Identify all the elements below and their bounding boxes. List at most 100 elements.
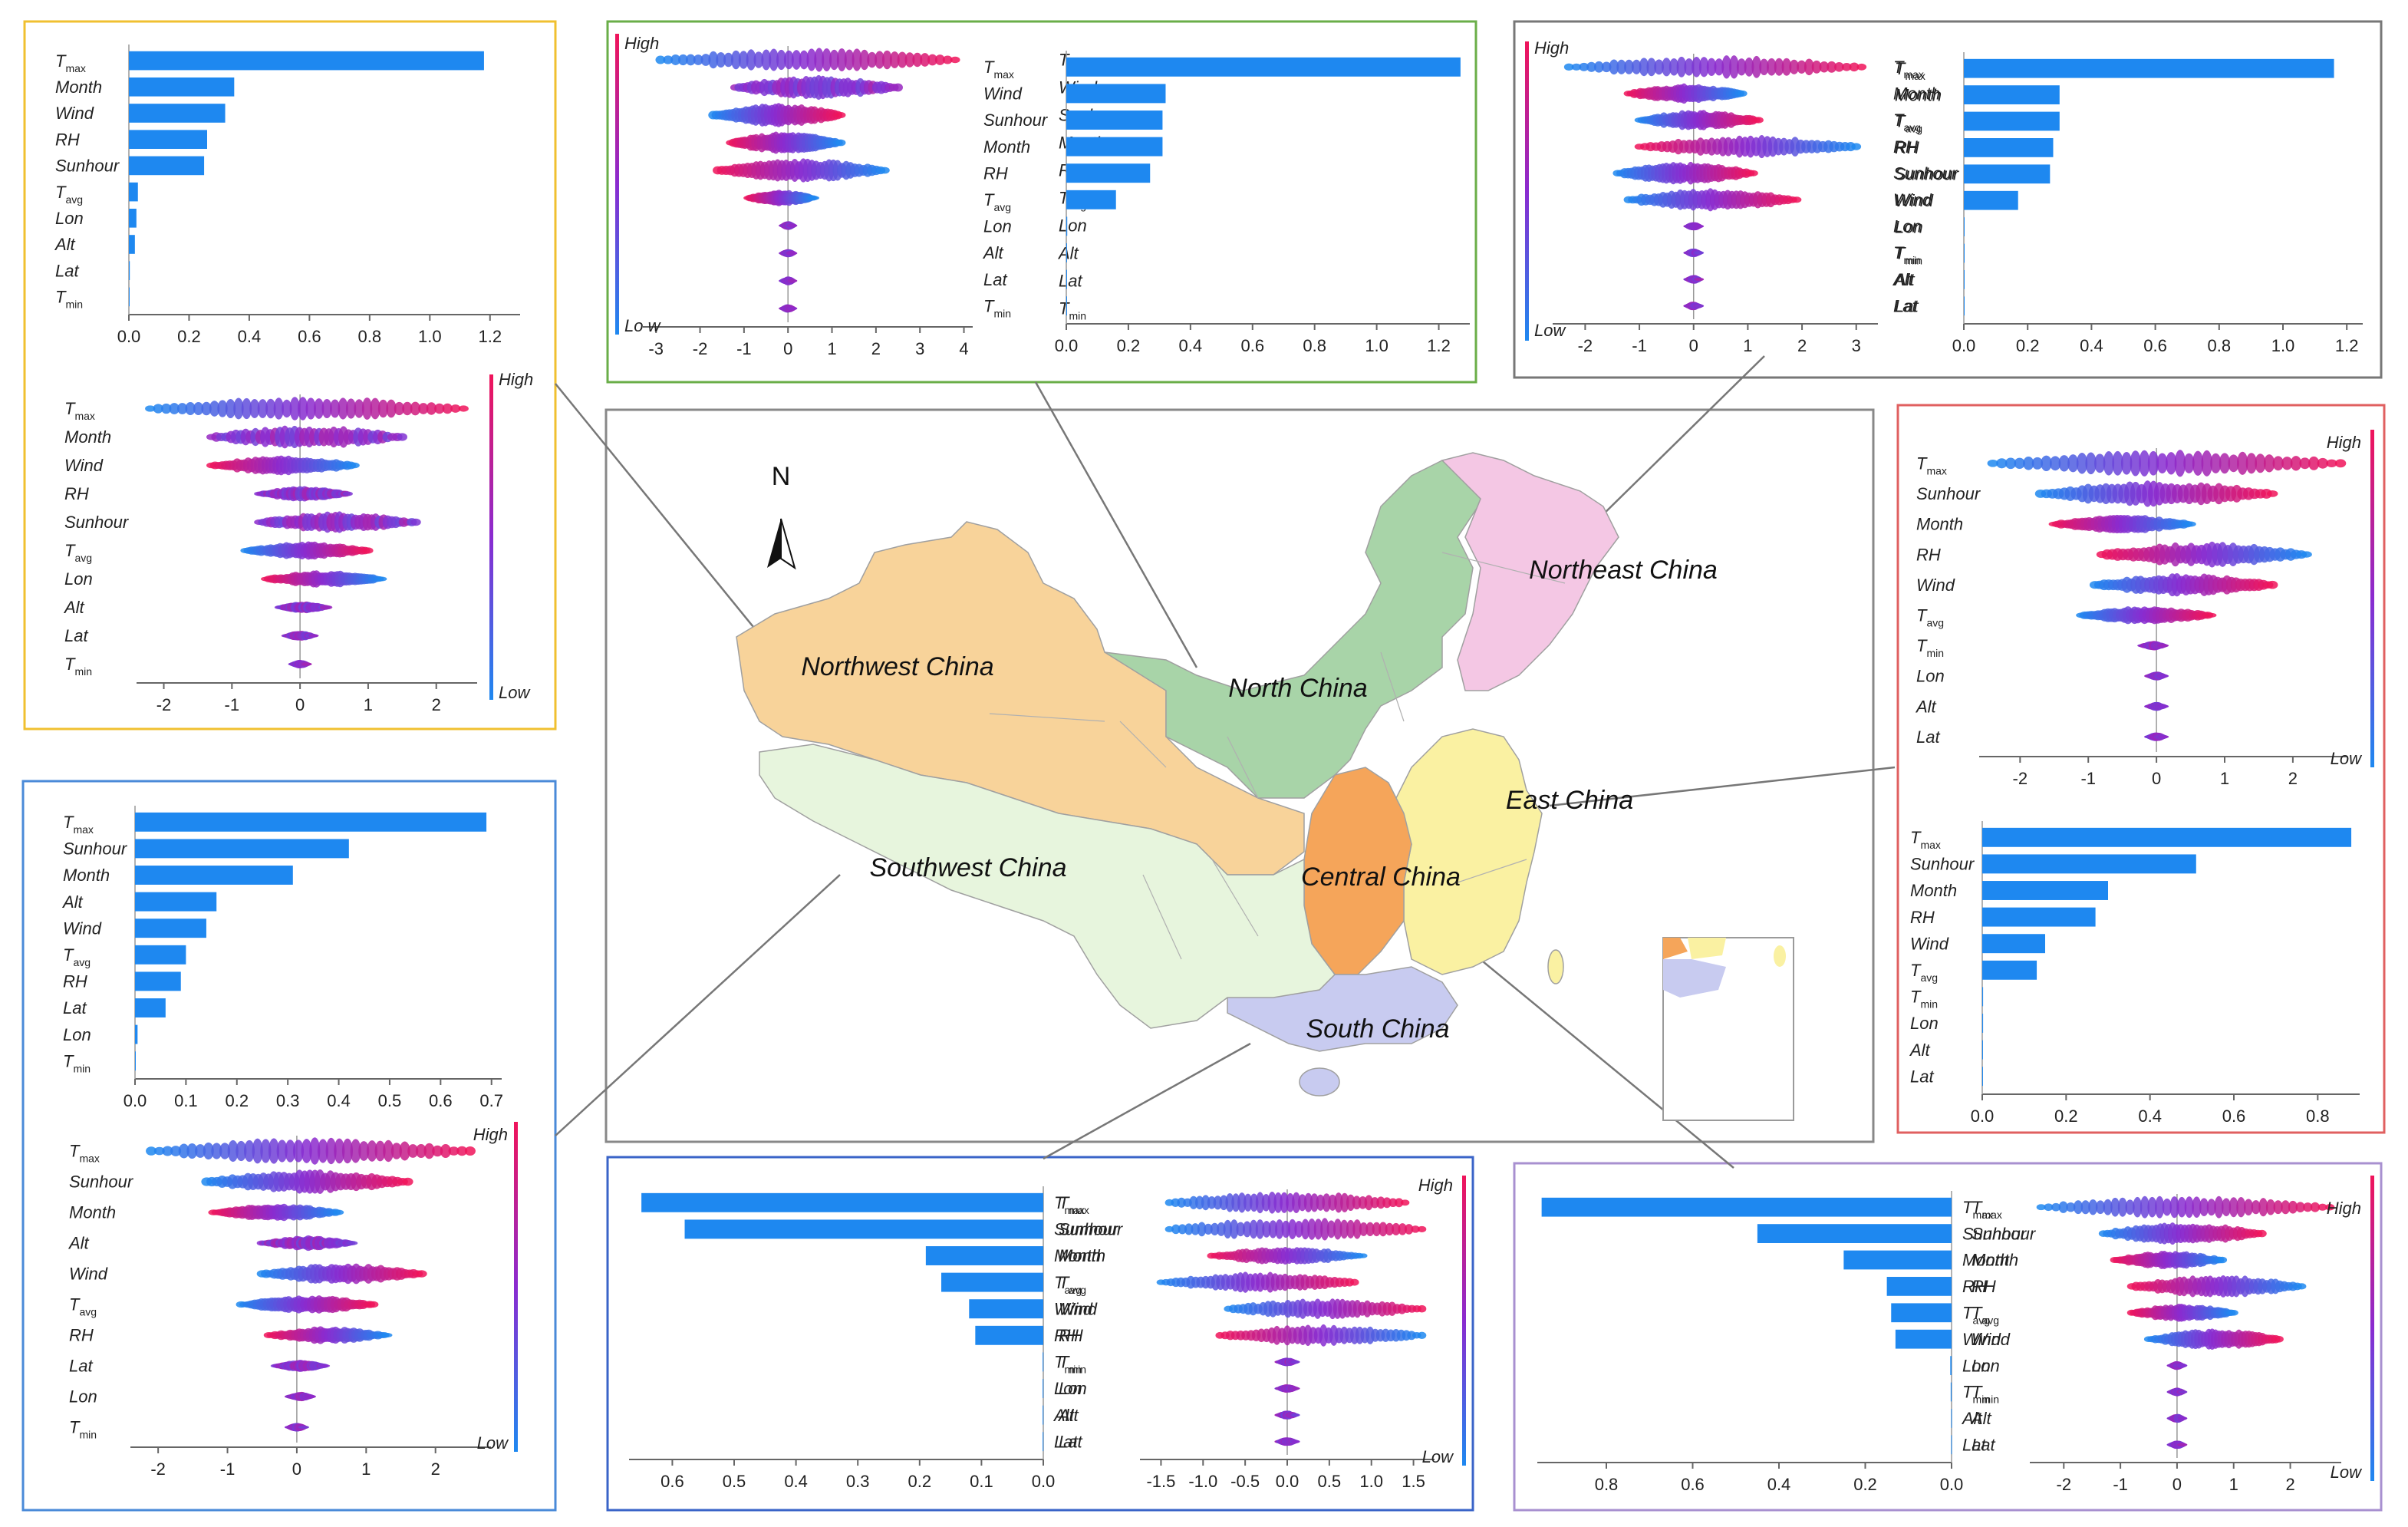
shap-point bbox=[361, 397, 373, 420]
shap-point bbox=[203, 1142, 214, 1160]
connector-line bbox=[1043, 1042, 1251, 1160]
x-tick-label: 0.2 bbox=[225, 1091, 249, 1110]
bar bbox=[129, 104, 226, 123]
shap-point bbox=[2317, 1203, 2327, 1211]
colorbar bbox=[514, 1122, 518, 1452]
shap-point bbox=[2281, 1200, 2291, 1215]
feature-label: Wind bbox=[64, 456, 104, 475]
shap-point bbox=[1737, 90, 1748, 97]
shap-point bbox=[1177, 1197, 1186, 1208]
feature-label: Wind bbox=[69, 1265, 108, 1284]
x-tick-label: 2 bbox=[432, 695, 441, 714]
shap-point bbox=[347, 1241, 358, 1245]
shap-point bbox=[2125, 1199, 2135, 1215]
shap-point bbox=[1255, 1219, 1265, 1239]
bar bbox=[1950, 1356, 1952, 1375]
feature-label: Lat bbox=[1910, 1067, 1934, 1086]
x-tick-label: -1 bbox=[220, 1459, 236, 1479]
shap-point bbox=[776, 49, 786, 71]
shap-point bbox=[456, 1146, 468, 1156]
shap-point bbox=[1210, 1222, 1220, 1236]
bar bbox=[1886, 1277, 1952, 1296]
shap-point bbox=[806, 48, 817, 71]
x-tick-label: 0 bbox=[295, 695, 305, 714]
shap-point bbox=[2183, 453, 2195, 473]
feature-label: Lat bbox=[1059, 272, 1082, 291]
bar bbox=[1964, 190, 2018, 210]
x-tick-label: 0.0 bbox=[1971, 1106, 1995, 1126]
shap-point bbox=[1624, 59, 1634, 74]
shap-point bbox=[2174, 450, 2186, 477]
feature-label: Lat bbox=[1059, 1432, 1082, 1451]
chart-panel-east-china-shap: Tmax Sunhour Month RH Wind Tavg Tmin Lon Alt Lat -… bbox=[1915, 430, 2374, 788]
shap-point bbox=[170, 1146, 182, 1156]
shap-point bbox=[655, 55, 666, 64]
shap-point bbox=[2130, 450, 2141, 477]
shap-point bbox=[1563, 63, 1574, 71]
shap-point bbox=[2110, 1197, 2120, 1217]
shap-point bbox=[185, 401, 196, 416]
chart-panel-south-china-shap: Tmax Sunhour Month Tavg Wind RH Tmin Lon Alt Lat -… bbox=[1057, 1176, 1466, 1491]
shap-point bbox=[1291, 1440, 1300, 1443]
feature-label: Wind bbox=[1893, 190, 1932, 209]
shap-point bbox=[2228, 1309, 2238, 1316]
bar bbox=[1964, 58, 2334, 78]
shap-point bbox=[2301, 551, 2312, 558]
feature-label: Tmin bbox=[983, 296, 1011, 319]
feature-label: Month bbox=[55, 78, 102, 97]
x-tick-label: 0.4 bbox=[238, 327, 262, 346]
bar bbox=[1895, 1329, 1952, 1349]
shap-point bbox=[367, 1301, 379, 1308]
shap-point bbox=[2147, 450, 2159, 476]
shap-point bbox=[308, 634, 319, 638]
shap-point bbox=[1411, 1225, 1420, 1233]
frame-northwest bbox=[23, 20, 557, 731]
shap-point bbox=[1267, 1191, 1277, 1214]
x-tick-label: 2 bbox=[2285, 1475, 2294, 1494]
shap-point bbox=[434, 403, 445, 414]
shap-point bbox=[2004, 457, 2017, 470]
shap-point bbox=[145, 405, 156, 412]
shap-point bbox=[1294, 1220, 1303, 1238]
feature-label: Tavg bbox=[1962, 1304, 1990, 1327]
x-tick-label: 0.0 bbox=[1940, 1475, 1964, 1494]
feature-label: Tmax bbox=[55, 51, 86, 74]
bar bbox=[1964, 217, 1965, 236]
shap-point bbox=[1694, 304, 1705, 308]
shap-point bbox=[2206, 1199, 2216, 1216]
feature-label: RH bbox=[1054, 1326, 1079, 1345]
shap-point bbox=[410, 518, 421, 526]
shap-point bbox=[1729, 55, 1739, 79]
feature-label: Alt bbox=[1909, 1041, 1931, 1060]
shap-point bbox=[1242, 1221, 1252, 1238]
feature-label: Tmax bbox=[69, 1142, 100, 1165]
x-tick-label: 0.2 bbox=[2016, 336, 2040, 355]
x-tick-label: 2 bbox=[871, 339, 881, 358]
shap-point bbox=[2162, 1198, 2172, 1216]
shap-point bbox=[875, 51, 885, 69]
shap-point bbox=[440, 1143, 451, 1159]
x-tick-label: -2 bbox=[156, 695, 172, 714]
shap-point bbox=[334, 1138, 345, 1164]
shap-point bbox=[1281, 1220, 1291, 1238]
x-tick-label: 0 bbox=[292, 1459, 301, 1479]
shap-point bbox=[268, 1138, 280, 1164]
feature-label: Tmin bbox=[1972, 1383, 1999, 1406]
feature-label: Lon bbox=[1972, 1356, 2000, 1375]
shap-point bbox=[415, 1144, 427, 1158]
shap-point bbox=[1827, 61, 1837, 73]
shap-point bbox=[432, 1145, 443, 1157]
feature-label: Sunhour bbox=[1059, 1220, 1124, 1239]
shap-point bbox=[2297, 1283, 2307, 1290]
shap-point bbox=[1291, 1387, 1300, 1390]
shap-point bbox=[1230, 1219, 1239, 1239]
feature-label: Alt bbox=[1892, 270, 1914, 289]
shap-point bbox=[700, 54, 711, 66]
feature-label: RH bbox=[55, 130, 80, 149]
shap-point bbox=[1748, 170, 1758, 176]
shap-point bbox=[2219, 453, 2231, 474]
feature-label: Alt bbox=[1052, 1406, 1075, 1425]
bar bbox=[1964, 111, 2060, 131]
feature-label: Tavg bbox=[1910, 961, 1938, 984]
feature-label: Tavg bbox=[1895, 112, 1922, 135]
